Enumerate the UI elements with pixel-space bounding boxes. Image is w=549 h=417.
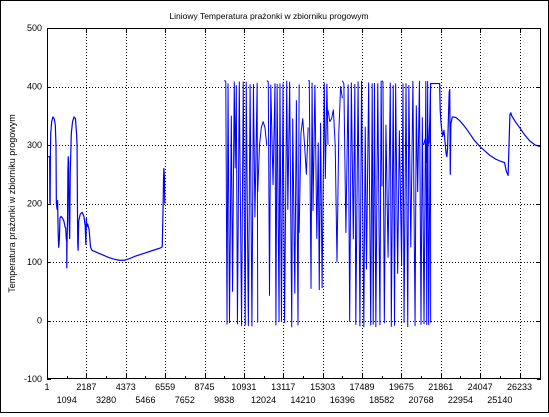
x-tick-label: 1094 (57, 395, 77, 405)
x-tick-label: 16396 (330, 395, 355, 405)
x-tick-label: 12024 (251, 395, 276, 405)
x-tick-label: 8745 (194, 382, 214, 392)
tick-labels: -100 0 100 200 300 400 500 1 2187 4373 6559 8745 109… (24, 23, 541, 405)
series-layer (47, 80, 542, 328)
x-tick-label: 3280 (96, 395, 116, 405)
x-tick-label: 22954 (448, 395, 473, 405)
x-tick-label: 24047 (468, 382, 493, 392)
x-tick-label: 7652 (175, 395, 195, 405)
x-tick-label: 5466 (135, 395, 155, 405)
y-tick-label: 300 (27, 140, 42, 150)
x-tick-label: 21861 (428, 382, 453, 392)
y-tick-label: 0 (37, 316, 42, 326)
x-tick-label: 26233 (507, 382, 532, 392)
x-tick-label: 18582 (369, 395, 394, 405)
series-burst-5 (381, 80, 432, 328)
x-tick-label: 14210 (290, 395, 315, 405)
x-tick-label: 10931 (231, 382, 256, 392)
series-gap-3 (327, 86, 343, 263)
x-tick-label: 25140 (487, 395, 512, 405)
y-tick-label: 500 (27, 23, 42, 33)
y-tick-label: 400 (27, 82, 42, 92)
y-tick-label: -100 (24, 374, 42, 384)
x-tick-label: 9838 (214, 395, 234, 405)
x-tick-label: 4373 (116, 382, 136, 392)
x-tick-label: 13117 (271, 382, 295, 392)
x-tick-label: 19675 (389, 382, 414, 392)
series-line-2 (422, 82, 481, 175)
series-burst-1 (224, 80, 259, 327)
y-tick-label: 200 (27, 199, 42, 209)
series-burst-4 (341, 80, 383, 328)
x-tick-label: 17489 (349, 382, 374, 392)
x-tick-label: 1 (44, 382, 49, 392)
y-tick-label: 100 (27, 257, 42, 267)
series-tail (479, 112, 542, 177)
series-line-1 (47, 116, 166, 269)
x-tick-label: 2187 (76, 382, 96, 392)
series-burst-3 (308, 80, 329, 291)
plot-border (47, 28, 541, 379)
series-burst-2 (266, 80, 300, 328)
y-axis-title: Temperatura prażonki w zbiorniku progowy… (7, 114, 17, 293)
x-tick-label: 6559 (155, 382, 175, 392)
x-tick-label: 15303 (310, 382, 335, 392)
series-gap-1 (257, 121, 268, 192)
series-gap-2 (298, 118, 309, 233)
chart-title: Liniowy Temperatura prażonki w zbiorniku… (169, 11, 368, 21)
x-tick-label: 20768 (409, 395, 434, 405)
